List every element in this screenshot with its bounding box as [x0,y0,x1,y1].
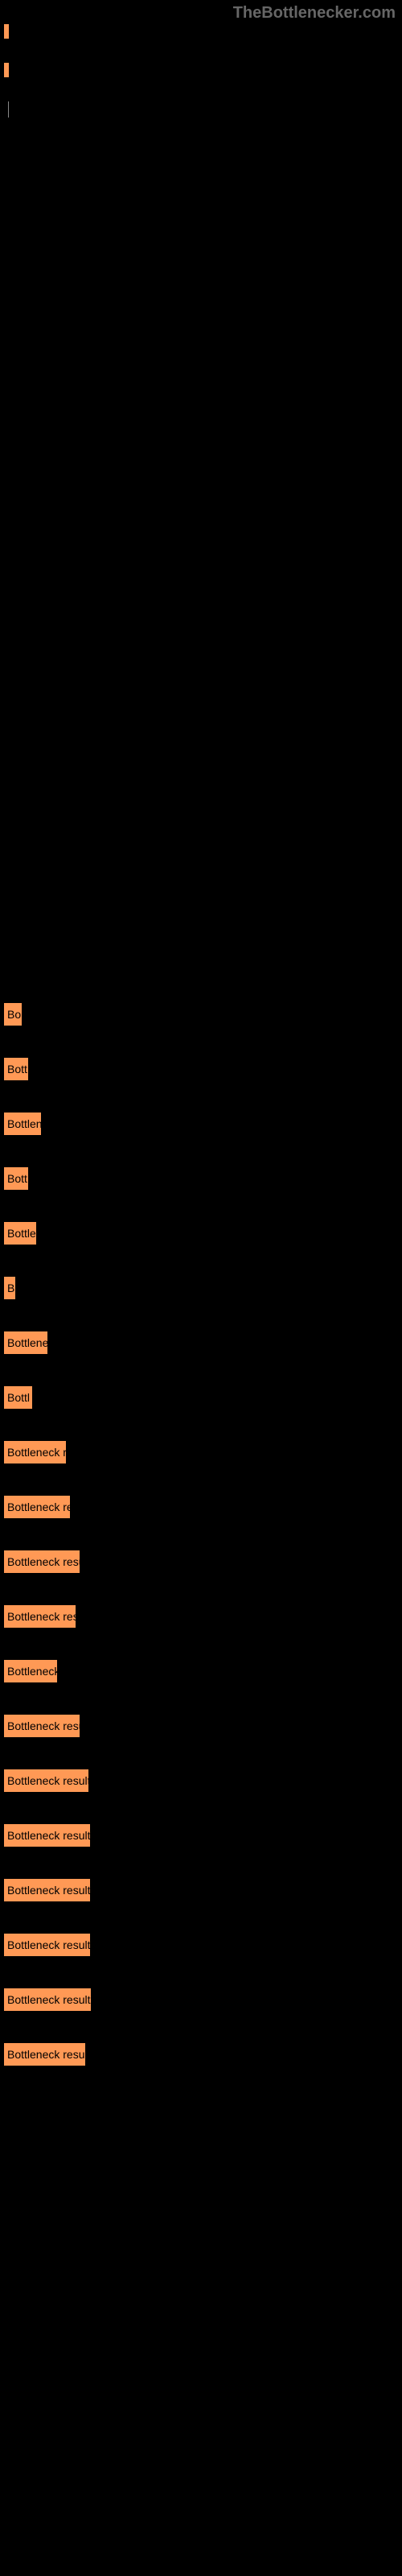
bottleneck-section: Bo Bott Bottlen Bott Bottle B Bottlene Bottl Bot… [0,1003,402,2098]
thin-line [8,101,402,118]
bottleneck-bar-15: Bottleneck result [4,1824,90,1847]
bottleneck-bar-18: Bottleneck result [4,1988,91,2011]
bottleneck-bar-10: Bottleneck resu [4,1550,80,1573]
bottleneck-bar-17: Bottleneck result [4,1934,90,1956]
top-bar-box-1 [4,24,9,39]
bottleneck-bar-6: Bottlene [4,1331,47,1354]
bottleneck-bar-5: B [4,1277,15,1299]
bottleneck-bar-1: Bott [4,1058,28,1080]
top-bar-2 [4,63,402,77]
bottleneck-bar-12: Bottleneck [4,1660,57,1682]
bottleneck-bar-4: Bottle [4,1222,36,1245]
bottleneck-bar-16: Bottleneck result [4,1879,90,1901]
bottleneck-bar-14: Bottleneck result [4,1769,88,1792]
bottleneck-bar-19: Bottleneck resul [4,2043,85,2066]
bottleneck-bar-9: Bottleneck re [4,1496,70,1518]
top-bar-1 [4,24,402,39]
bottleneck-bar-0: Bo [4,1003,22,1026]
top-bar-box-2 [4,63,9,77]
watermark-text: TheBottlenecker.com [233,4,396,23]
top-bars-section [0,24,402,118]
spacer [0,118,402,1003]
bottleneck-bar-11: Bottleneck res [4,1605,76,1628]
bottleneck-bar-3: Bott [4,1167,28,1190]
bottleneck-bar-2: Bottlen [4,1113,41,1135]
bottleneck-bar-7: Bottl [4,1386,32,1409]
bottleneck-bar-8: Bottleneck r [4,1441,66,1463]
bottleneck-bar-13: Bottleneck resu [4,1715,80,1737]
